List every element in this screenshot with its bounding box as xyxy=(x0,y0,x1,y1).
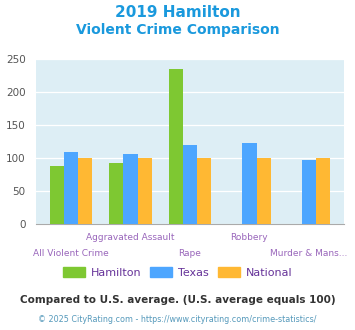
Bar xyxy=(242,143,257,224)
Text: 2019 Hamilton: 2019 Hamilton xyxy=(115,5,240,20)
Text: Aggravated Assault: Aggravated Assault xyxy=(86,233,175,242)
Legend: Hamilton, Texas, National: Hamilton, Texas, National xyxy=(59,263,296,282)
Text: Rape: Rape xyxy=(179,249,201,258)
Bar xyxy=(50,166,64,224)
Bar xyxy=(169,69,183,224)
Text: Robbery: Robbery xyxy=(231,233,268,242)
Bar xyxy=(257,158,271,224)
Bar xyxy=(183,145,197,224)
Text: Compared to U.S. average. (U.S. average equals 100): Compared to U.S. average. (U.S. average … xyxy=(20,295,335,305)
Text: Murder & Mans...: Murder & Mans... xyxy=(270,249,348,258)
Text: Violent Crime Comparison: Violent Crime Comparison xyxy=(76,23,279,37)
Bar xyxy=(64,152,78,224)
Text: © 2025 CityRating.com - https://www.cityrating.com/crime-statistics/: © 2025 CityRating.com - https://www.city… xyxy=(38,315,317,324)
Text: All Violent Crime: All Violent Crime xyxy=(33,249,109,258)
Bar xyxy=(197,158,211,224)
Bar xyxy=(138,158,152,224)
Bar xyxy=(109,163,123,224)
Bar xyxy=(123,154,138,224)
Bar xyxy=(316,158,330,224)
Bar xyxy=(302,160,316,224)
Bar xyxy=(78,158,92,224)
